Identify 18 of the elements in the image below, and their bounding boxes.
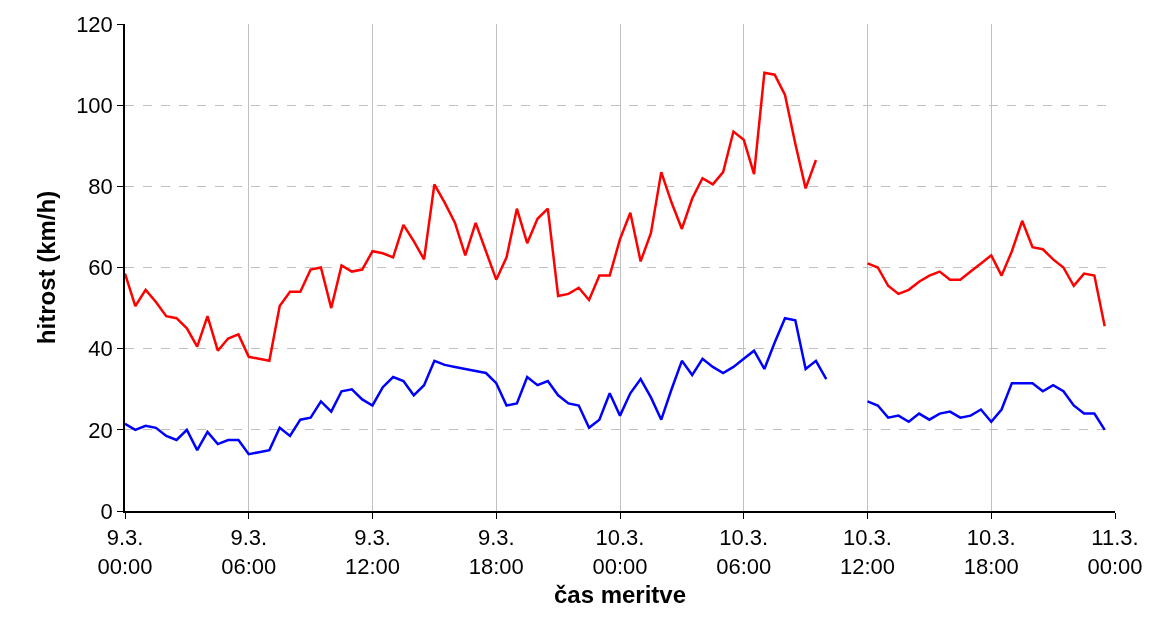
x-tick-label: 10.3. 12:00	[839, 525, 896, 579]
y-axis-title: hitrost (km/h)	[32, 190, 60, 345]
y-tick-label: 20	[88, 417, 113, 443]
y-tick-label: 120	[76, 11, 113, 37]
x-axis-title: čas meritve	[553, 580, 687, 608]
x-tick-label: 9.3. 18:00	[468, 525, 524, 579]
y-tick-label: 0	[100, 498, 113, 524]
x-tick-label: 10.3. 06:00	[716, 525, 772, 579]
x-tick-label: 10.3. 18:00	[963, 525, 1019, 579]
x-tick-label: 9.3. 00:00	[97, 525, 153, 579]
y-tick-label: 100	[76, 92, 113, 118]
y-tick-label: 40	[88, 336, 113, 362]
x-tick-label: 9.3. 06:00	[221, 525, 277, 579]
y-tick-label: 60	[88, 255, 113, 281]
x-tick-label: 9.3. 12:00	[344, 525, 401, 579]
x-tick-label: 11.3. 00:00	[1087, 525, 1143, 579]
y-tick-label: 80	[88, 174, 113, 200]
x-tick-label: 10.3. 00:00	[592, 525, 648, 579]
